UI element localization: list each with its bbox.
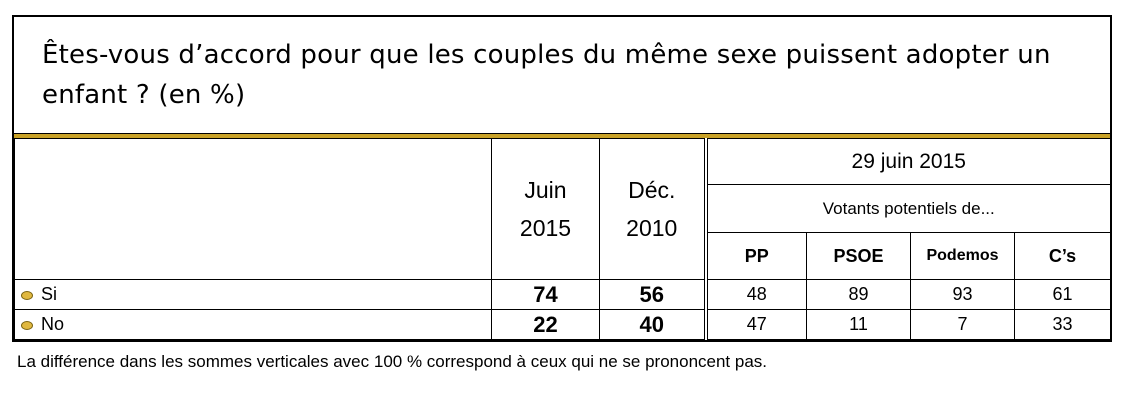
table-row-no: No 22 40 47 11 7 33 (14, 309, 1111, 340)
column-header-psoe: PSOE (806, 232, 911, 280)
row-label-text: Si (41, 284, 58, 304)
cell-no-psoe: 11 (806, 309, 911, 340)
results-table: Juin 2015 Déc. 2010 29 juin 2015 Votants p… (14, 138, 1111, 340)
row-label-header (14, 138, 492, 280)
cell-si-pp: 48 (703, 279, 807, 310)
footnote: La différence dans les sommes verticales… (17, 352, 768, 371)
row-label-si: Si (14, 279, 492, 310)
cell-no-cs: 33 (1014, 309, 1111, 340)
cell-no-dec-2010: 40 (599, 309, 706, 340)
row-label-no: No (14, 309, 492, 340)
column-header-dec-2010: Déc. 2010 (599, 138, 706, 280)
cell-si-dec-2010: 56 (599, 279, 706, 310)
column-header-podemos: Podemos (910, 232, 1015, 280)
cell-si-podemos: 93 (910, 279, 1015, 310)
cell-si-juin-2015: 74 (491, 279, 600, 310)
column-subgroup-votants: Votants potentiels de... (703, 184, 1111, 233)
bullet-icon (21, 290, 33, 300)
cell-si-cs: 61 (1014, 279, 1111, 310)
column-header-pp: PP (703, 232, 807, 280)
column-header-cs: C’s (1014, 232, 1111, 280)
column-header-juin-2015: Juin 2015 (491, 138, 600, 280)
cell-no-pp: 47 (703, 309, 807, 340)
bullet-icon (21, 320, 33, 330)
row-label-text: No (41, 314, 65, 334)
cell-no-podemos: 7 (910, 309, 1015, 340)
title-divider (14, 133, 1110, 138)
survey-table-frame: Êtes-vous d’accord pour que les couples … (12, 15, 1112, 342)
table-row-si: Si 74 56 48 89 93 61 (14, 279, 1111, 310)
column-group-date: 29 juin 2015 (703, 138, 1111, 185)
cell-si-psoe: 89 (806, 279, 911, 310)
cell-no-juin-2015: 22 (491, 309, 600, 340)
table-title: Êtes-vous d’accord pour que les couples … (42, 40, 1051, 110)
